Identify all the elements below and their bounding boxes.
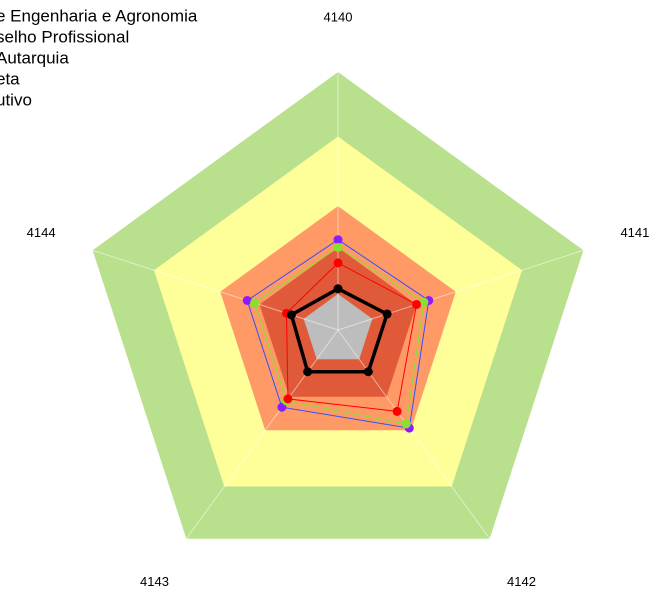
marker bbox=[250, 298, 260, 308]
marker bbox=[333, 235, 343, 245]
series-line bbox=[253, 246, 425, 425]
spoke bbox=[337, 249, 584, 331]
axis-label: 4143 bbox=[140, 574, 169, 589]
series-line bbox=[285, 262, 418, 412]
marker bbox=[242, 296, 252, 306]
marker bbox=[277, 402, 287, 412]
marker bbox=[401, 419, 411, 429]
axis-label: 4144 bbox=[27, 225, 56, 240]
marker bbox=[412, 299, 422, 309]
spoke bbox=[92, 249, 339, 331]
legend-text: utivo bbox=[0, 90, 32, 109]
marker bbox=[286, 310, 296, 320]
marker bbox=[283, 394, 293, 404]
marker bbox=[363, 367, 373, 377]
series-line bbox=[289, 286, 390, 374]
axis-label: 4142 bbox=[507, 574, 536, 589]
spoke bbox=[185, 329, 339, 540]
axis-label: 4141 bbox=[620, 225, 649, 240]
marker bbox=[419, 297, 429, 307]
marker bbox=[333, 258, 343, 268]
axis-label: 4140 bbox=[324, 9, 353, 24]
legend-text: eta bbox=[0, 69, 20, 88]
series-line bbox=[246, 239, 430, 429]
marker bbox=[303, 367, 313, 377]
marker bbox=[392, 406, 402, 416]
spoke bbox=[337, 329, 491, 540]
marker bbox=[333, 242, 343, 252]
legend-text: selho Profissional bbox=[0, 27, 129, 46]
marker bbox=[333, 284, 343, 294]
legend-text: e Engenharia e Agronomia bbox=[0, 6, 198, 25]
marker bbox=[382, 309, 392, 319]
legend-text: Autarquia bbox=[0, 48, 69, 67]
